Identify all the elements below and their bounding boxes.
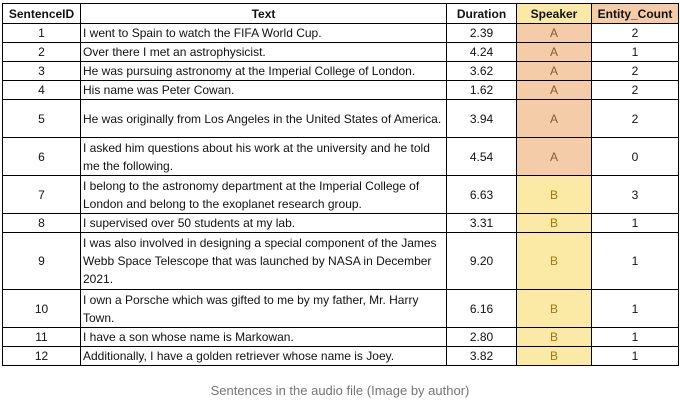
entity-count-cell: 2 [591,61,679,81]
sentence-text-cell: I supervised over 50 students at my lab. [80,213,447,233]
sentence-id-cell: 10 [2,289,81,328]
speaker-cell: A [516,42,592,62]
sentence-text-cell: I belong to the astronomy department at … [80,175,447,214]
duration-cell: 4.54 [446,137,517,176]
table-row: 12 Additionally, I have a golden retrieve… [2,346,679,366]
entity-count-cell: 3 [591,175,679,214]
duration-cell: 6.63 [446,175,517,214]
header-row: SentenceID Text Duration Speaker Entity_… [2,3,679,24]
sentence-id-cell: 8 [2,213,81,233]
duration-cell: 2.80 [446,327,517,347]
entity-count-cell: 1 [591,346,679,366]
sentence-id-cell: 1 [2,23,81,43]
speaker-cell: A [516,23,592,43]
speaker-cell: A [516,99,592,138]
table-row: 4 His name was Peter Cowan. 1.62 A 2 [2,80,679,100]
sentence-text-cell: Over there I met an astrophysicist. [80,42,447,62]
sentence-id-cell: 9 [2,232,81,290]
table-row: 5 He was originally from Los Angeles in t… [2,99,679,138]
speaker-cell: B [516,175,592,214]
speaker-cell: B [516,232,592,290]
sentence-id-cell: 7 [2,175,81,214]
header-text: Text [80,3,447,24]
entity-count-cell: 1 [591,213,679,233]
duration-cell: 3.31 [446,213,517,233]
sentence-text-cell: I was also involved in designing a speci… [80,232,447,290]
duration-cell: 3.62 [446,61,517,81]
speaker-cell: A [516,61,592,81]
entity-count-cell: 1 [591,289,679,328]
table-row: 10 I own a Porsche which was gifted to me… [2,289,679,328]
entity-count-cell: 2 [591,23,679,43]
speaker-cell: B [516,213,592,233]
duration-cell: 9.20 [446,232,517,290]
speaker-cell: B [516,327,592,347]
header-speaker: Speaker [516,3,592,24]
entity-count-cell: 1 [591,42,679,62]
duration-cell: 3.94 [446,99,517,138]
sentence-text-cell: I went to Spain to watch the FIFA World … [80,23,447,43]
sentence-text-cell: I have a son whose name is Markowan. [80,327,447,347]
entity-count-cell: 0 [591,137,679,176]
sentence-id-cell: 6 [2,137,81,176]
sentence-text-cell: I asked him questions about his work at … [80,137,447,176]
entity-count-cell: 1 [591,232,679,290]
entity-count-cell: 2 [591,80,679,100]
entity-count-cell: 1 [591,327,679,347]
figure-caption: Sentences in the audio file (Image by au… [210,383,470,398]
table-row: 2 Over there I met an astrophysicist. 4.24… [2,42,679,62]
speaker-cell: B [516,346,592,366]
header-sentence-id: SentenceID [2,3,81,24]
sentence-id-cell: 5 [2,99,81,138]
speaker-cell: A [516,80,592,100]
sentence-id-cell: 2 [2,42,81,62]
sentence-id-cell: 11 [2,327,81,347]
duration-cell: 3.82 [446,346,517,366]
speaker-cell: A [516,137,592,176]
header-entity-count: Entity_Count [591,3,679,24]
sentence-text-cell: Additionally, I have a golden retriever … [80,346,447,366]
table-row: 11 I have a son whose name is Markowan. 2.… [2,327,679,347]
table-row: 3 He was pursuing astronomy at the Imperi… [2,61,679,81]
duration-cell: 2.39 [446,23,517,43]
duration-cell: 4.24 [446,42,517,62]
sentence-id-cell: 3 [2,61,81,81]
duration-cell: 1.62 [446,80,517,100]
sentence-text-cell: His name was Peter Cowan. [80,80,447,100]
entity-count-cell: 2 [591,99,679,138]
header-duration: Duration [446,3,517,24]
sentence-id-cell: 12 [2,346,81,366]
sentence-id-cell: 4 [2,80,81,100]
speaker-cell: B [516,289,592,328]
sentences-table: SentenceID Text Duration Speaker Entity_… [2,3,679,366]
sentence-text-cell: He was originally from Los Angeles in th… [80,99,447,138]
duration-cell: 6.16 [446,289,517,328]
sentence-text-cell: He was pursuing astronomy at the Imperia… [80,61,447,81]
sentence-text-cell: I own a Porsche which was gifted to me b… [80,289,447,328]
